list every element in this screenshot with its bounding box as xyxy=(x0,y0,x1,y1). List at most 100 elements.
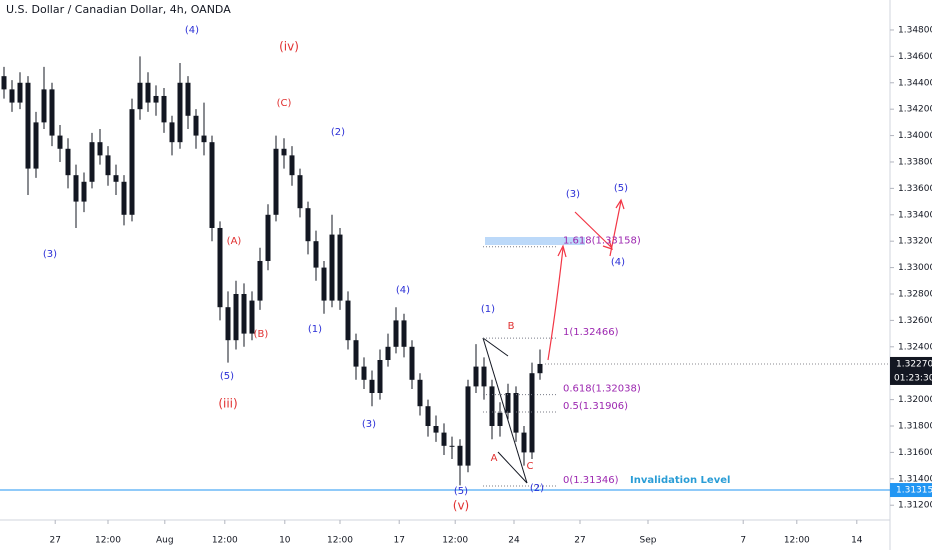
candle-body xyxy=(249,300,255,334)
y-tick-label: 1.32600 xyxy=(898,316,932,326)
candle-body xyxy=(537,363,543,374)
candle-body xyxy=(105,155,111,176)
wave-label: (v) xyxy=(453,499,469,513)
current-price-box xyxy=(890,356,932,385)
x-tick-label: 14 xyxy=(851,536,863,546)
candle-body xyxy=(41,89,47,123)
wave-label: (5) xyxy=(614,183,628,194)
x-tick-label: 24 xyxy=(508,536,520,546)
fib-label: 0(1.31346) xyxy=(563,475,619,486)
y-tick-label: 1.33200 xyxy=(898,237,932,247)
candle-body xyxy=(257,260,263,301)
wave-label: (5) xyxy=(454,486,468,497)
candle-body xyxy=(209,142,215,228)
x-tick-label: 10 xyxy=(279,536,291,546)
candle-body xyxy=(57,135,63,149)
y-tick-label: 1.33000 xyxy=(898,263,932,273)
wave-label: (2) xyxy=(331,127,345,138)
candle-body xyxy=(417,379,423,407)
pattern-line xyxy=(497,451,528,484)
candle-body xyxy=(81,181,87,202)
candle-body xyxy=(529,373,535,453)
arrow-head xyxy=(557,244,567,258)
wave-label: (5) xyxy=(220,371,234,382)
candle-body xyxy=(313,241,319,268)
arrow xyxy=(547,247,564,361)
x-tick-label: 27 xyxy=(49,536,60,546)
arrow xyxy=(574,211,613,249)
x-tick-label: Sep xyxy=(640,536,657,546)
candle-body xyxy=(337,234,343,301)
y-tick-label: 1.31200 xyxy=(898,501,932,511)
candle-body xyxy=(481,366,487,387)
candle-body xyxy=(89,142,95,182)
fib-label: 0.618(1.32038) xyxy=(563,384,641,395)
x-tick-label: 12:00 xyxy=(784,536,810,546)
wave-label: (1) xyxy=(308,324,322,335)
candle-body xyxy=(449,445,455,447)
x-tick-label: Aug xyxy=(156,536,174,546)
wave-label: (iv) xyxy=(279,40,299,54)
wave-label: (iii) xyxy=(218,397,237,411)
candle-body xyxy=(297,175,303,209)
candle-body xyxy=(121,181,127,215)
wave-label: (4) xyxy=(611,257,625,268)
y-tick-label: 1.31800 xyxy=(898,422,932,432)
countdown: 01:23:30 xyxy=(894,373,932,383)
wave-label: (3) xyxy=(566,189,580,200)
invalidation-price: 1.31315 xyxy=(896,486,932,496)
candle-body xyxy=(505,393,511,413)
wave-label: (2) xyxy=(530,483,544,494)
candle-body xyxy=(473,366,479,387)
projection-arrows xyxy=(547,198,625,361)
candle-body xyxy=(33,122,39,169)
wave-label: (3) xyxy=(43,249,57,260)
candle-body xyxy=(129,109,135,215)
current-price: 1.32270 xyxy=(896,359,932,369)
y-tick-label: 1.33800 xyxy=(898,157,932,167)
candle-body xyxy=(353,340,359,367)
wave-label: (3) xyxy=(362,419,376,430)
candle-body xyxy=(385,346,391,360)
x-tick-label: 27 xyxy=(574,536,585,546)
candle-body xyxy=(1,76,7,90)
x-tick-label: 12:00 xyxy=(212,536,238,546)
invalidation-price-box xyxy=(890,483,932,498)
y-tick-label: 1.31600 xyxy=(898,448,932,458)
candle-body xyxy=(113,175,119,182)
x-tick-label: 7 xyxy=(740,536,746,546)
chart-title: U.S. Dollar / Canadian Dollar, 4h, OANDA xyxy=(6,3,231,16)
candle-body xyxy=(513,393,519,433)
y-tick-label: 1.32000 xyxy=(898,395,932,405)
candle-body xyxy=(265,214,271,261)
wave-label: (B) xyxy=(254,329,269,340)
candle-body xyxy=(17,82,23,103)
candle-body xyxy=(65,148,71,176)
fib-label: 1(1.32466) xyxy=(563,327,619,338)
y-tick-label: 1.34800 xyxy=(898,25,932,35)
pattern-line xyxy=(482,337,528,484)
candle-body xyxy=(345,300,351,341)
candle-body xyxy=(137,82,143,110)
y-tick-label: 1.33400 xyxy=(898,210,932,220)
x-tick-label: 12:00 xyxy=(327,536,353,546)
candle-body xyxy=(161,95,167,123)
candle-body xyxy=(217,227,223,308)
y-tick-label: 1.34000 xyxy=(898,131,932,141)
candle-body xyxy=(329,234,335,301)
candle-body xyxy=(233,293,239,341)
candle-body xyxy=(433,426,439,433)
candle-body xyxy=(465,386,471,466)
fib-label: 1.618(1.33158) xyxy=(563,236,641,247)
arrow xyxy=(609,200,622,257)
x-tick-label: 17 xyxy=(393,536,404,546)
candle-body xyxy=(169,122,175,143)
candle-body xyxy=(97,142,103,156)
y-tick-label: 1.33600 xyxy=(898,184,932,194)
wave-label: (A) xyxy=(227,236,242,247)
candle-body xyxy=(201,135,207,143)
candle-body xyxy=(441,432,447,446)
arrow-head xyxy=(615,198,625,210)
candle-body xyxy=(273,148,279,215)
